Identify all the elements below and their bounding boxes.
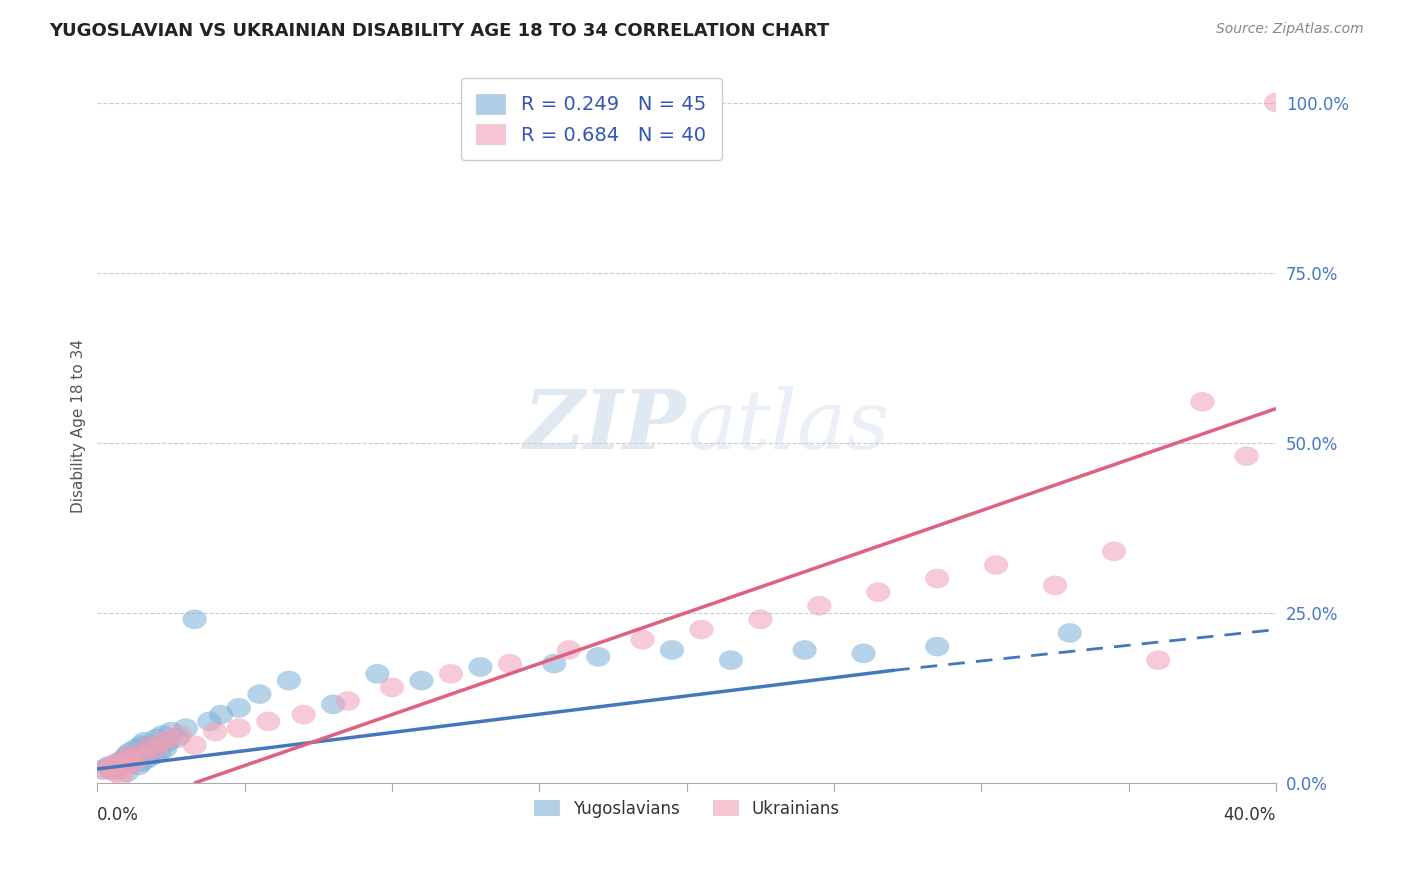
Ellipse shape xyxy=(100,761,124,780)
Ellipse shape xyxy=(121,747,145,766)
Ellipse shape xyxy=(380,678,404,697)
Text: Source: ZipAtlas.com: Source: ZipAtlas.com xyxy=(1216,22,1364,37)
Text: 40.0%: 40.0% xyxy=(1223,806,1277,824)
Ellipse shape xyxy=(91,761,115,780)
Ellipse shape xyxy=(183,736,207,755)
Ellipse shape xyxy=(292,705,315,724)
Ellipse shape xyxy=(807,596,831,615)
Ellipse shape xyxy=(543,654,565,673)
Ellipse shape xyxy=(984,556,1008,574)
Ellipse shape xyxy=(129,753,153,772)
Ellipse shape xyxy=(135,749,159,768)
Ellipse shape xyxy=(91,759,115,779)
Ellipse shape xyxy=(277,671,301,690)
Ellipse shape xyxy=(226,698,250,717)
Ellipse shape xyxy=(97,758,121,777)
Ellipse shape xyxy=(183,610,207,629)
Y-axis label: Disability Age 18 to 34: Disability Age 18 to 34 xyxy=(72,339,86,513)
Ellipse shape xyxy=(852,644,876,663)
Ellipse shape xyxy=(139,736,162,755)
Ellipse shape xyxy=(468,657,492,676)
Text: atlas: atlas xyxy=(686,385,889,466)
Ellipse shape xyxy=(174,719,198,738)
Ellipse shape xyxy=(1146,650,1170,670)
Ellipse shape xyxy=(1059,624,1081,642)
Ellipse shape xyxy=(226,719,250,738)
Ellipse shape xyxy=(159,729,183,747)
Ellipse shape xyxy=(586,648,610,666)
Ellipse shape xyxy=(631,631,654,649)
Ellipse shape xyxy=(925,569,949,588)
Ellipse shape xyxy=(112,759,135,779)
Ellipse shape xyxy=(115,749,139,768)
Ellipse shape xyxy=(100,756,124,775)
Ellipse shape xyxy=(139,736,162,755)
Ellipse shape xyxy=(118,746,142,765)
Ellipse shape xyxy=(110,766,132,785)
Ellipse shape xyxy=(107,753,129,772)
Ellipse shape xyxy=(132,732,156,751)
Ellipse shape xyxy=(409,671,433,690)
Ellipse shape xyxy=(439,665,463,683)
Ellipse shape xyxy=(336,691,360,711)
Ellipse shape xyxy=(690,620,713,639)
Ellipse shape xyxy=(169,725,191,745)
Ellipse shape xyxy=(112,749,135,768)
Ellipse shape xyxy=(103,763,127,782)
Ellipse shape xyxy=(115,763,139,782)
Ellipse shape xyxy=(866,582,890,602)
Ellipse shape xyxy=(156,732,180,751)
Ellipse shape xyxy=(247,685,271,704)
Ellipse shape xyxy=(107,753,129,772)
Ellipse shape xyxy=(159,722,183,741)
Ellipse shape xyxy=(557,640,581,659)
Ellipse shape xyxy=(118,742,142,762)
Ellipse shape xyxy=(142,746,165,765)
Ellipse shape xyxy=(145,729,169,747)
Ellipse shape xyxy=(132,747,156,766)
Ellipse shape xyxy=(925,637,949,657)
Ellipse shape xyxy=(498,654,522,673)
Ellipse shape xyxy=(793,640,817,659)
Ellipse shape xyxy=(209,705,233,724)
Ellipse shape xyxy=(124,739,148,758)
Ellipse shape xyxy=(127,756,150,775)
Ellipse shape xyxy=(1264,93,1288,112)
Ellipse shape xyxy=(748,610,772,629)
Ellipse shape xyxy=(150,732,174,751)
Ellipse shape xyxy=(127,742,150,762)
Ellipse shape xyxy=(256,712,280,731)
Ellipse shape xyxy=(1191,392,1215,411)
Ellipse shape xyxy=(366,665,389,683)
Ellipse shape xyxy=(145,739,169,758)
Ellipse shape xyxy=(1234,447,1258,466)
Ellipse shape xyxy=(198,712,221,731)
Ellipse shape xyxy=(165,729,188,747)
Legend: Yugoslavians, Ukrainians: Yugoslavians, Ukrainians xyxy=(527,793,846,824)
Text: 0.0%: 0.0% xyxy=(97,806,139,824)
Ellipse shape xyxy=(103,758,127,777)
Ellipse shape xyxy=(97,756,121,775)
Ellipse shape xyxy=(148,742,172,762)
Ellipse shape xyxy=(718,650,742,670)
Ellipse shape xyxy=(121,754,145,773)
Ellipse shape xyxy=(115,746,139,765)
Ellipse shape xyxy=(110,754,132,773)
Ellipse shape xyxy=(1043,576,1067,595)
Text: YUGOSLAVIAN VS UKRAINIAN DISABILITY AGE 18 TO 34 CORRELATION CHART: YUGOSLAVIAN VS UKRAINIAN DISABILITY AGE … xyxy=(49,22,830,40)
Ellipse shape xyxy=(153,739,177,758)
Ellipse shape xyxy=(129,736,153,755)
Ellipse shape xyxy=(661,640,683,659)
Ellipse shape xyxy=(204,722,226,741)
Ellipse shape xyxy=(1102,541,1126,561)
Ellipse shape xyxy=(322,695,344,714)
Ellipse shape xyxy=(150,725,174,745)
Text: ZIP: ZIP xyxy=(524,385,686,466)
